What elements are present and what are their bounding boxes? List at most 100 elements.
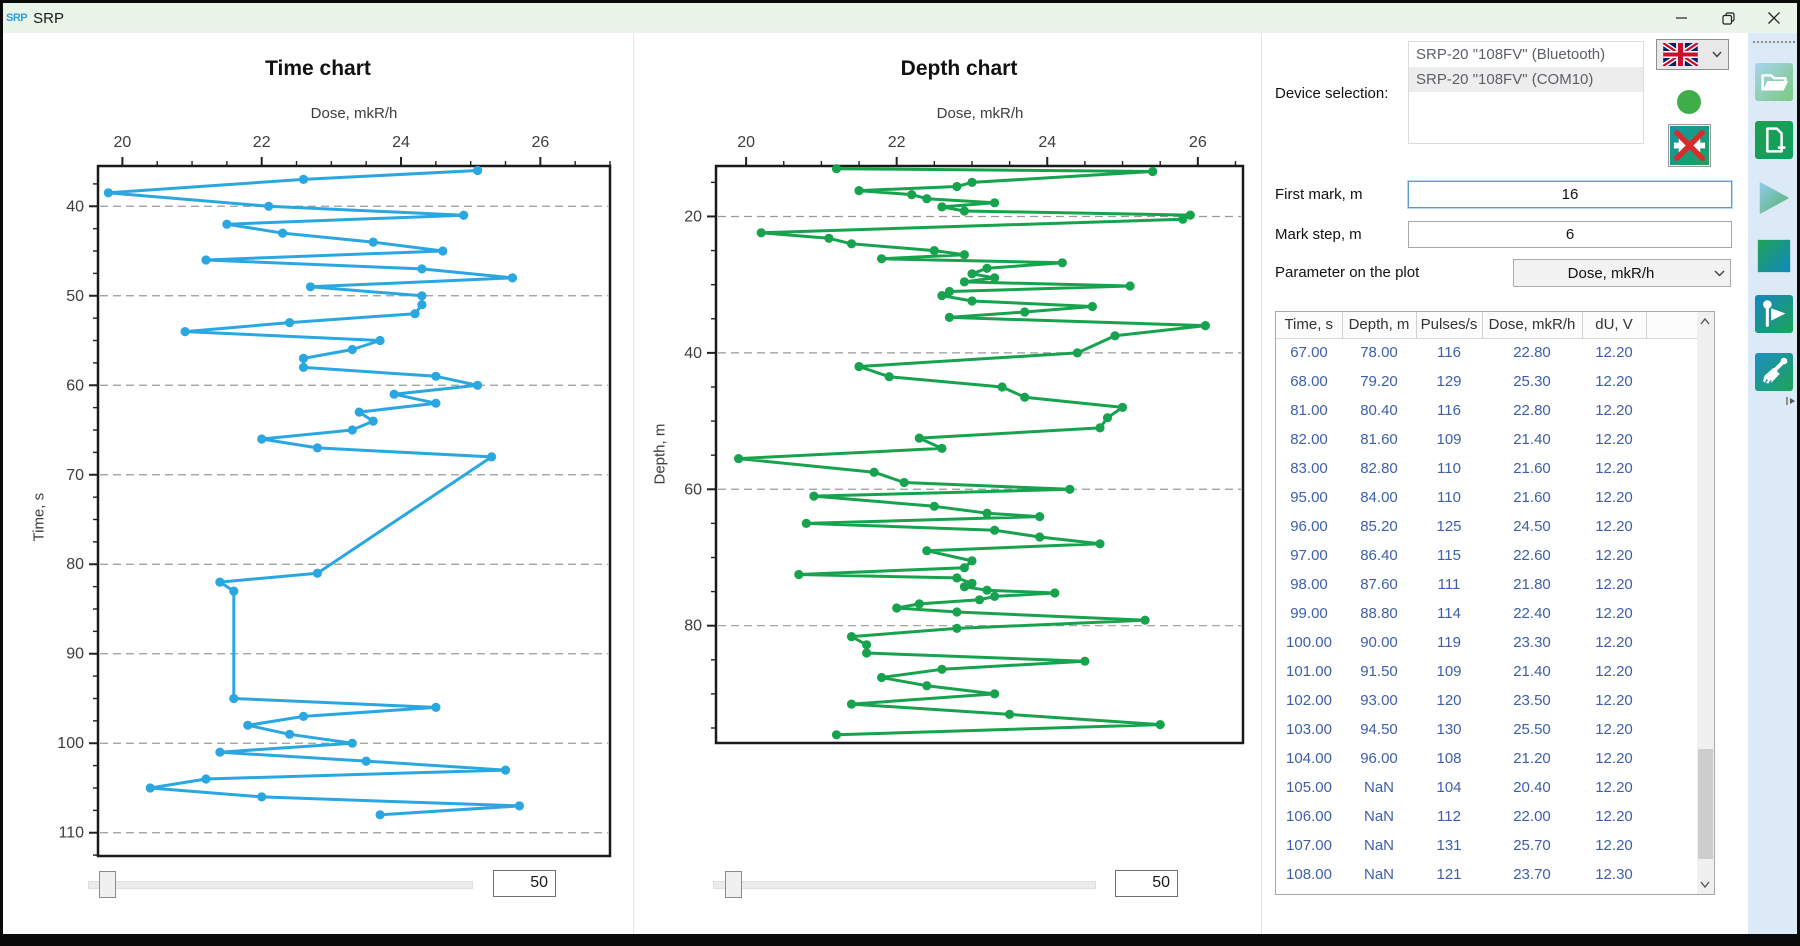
table-row[interactable]: 68.00 79.20 129 25.30 12.20 (1276, 367, 1697, 396)
table-cell (1646, 773, 1697, 802)
time-chart-slider[interactable] (88, 871, 473, 898)
stop-button[interactable] (1755, 237, 1793, 275)
table-cell: 21.40 (1513, 663, 1551, 680)
clear-button[interactable] (1755, 353, 1793, 391)
close-button[interactable] (1751, 3, 1797, 33)
table-row[interactable]: 104.00 96.00 108 21.20 12.20 (1276, 744, 1697, 773)
export-file-button[interactable] (1755, 121, 1793, 159)
device-list-item[interactable]: SRP-20 "108FV" (Bluetooth) (1416, 46, 1606, 63)
table-row[interactable]: 108.00 NaN 121 23.70 12.30 (1276, 860, 1697, 889)
table-cell: 25.30 (1513, 373, 1551, 390)
table-cell: 112 (1437, 808, 1461, 825)
table-cell: 95.00 (1290, 489, 1328, 506)
svg-text:50: 50 (66, 288, 84, 305)
depth-chart-plot: 20 22 24 26 20 40 60 80 (684, 134, 1245, 745)
table-row[interactable]: 98.00 87.60 111 21.80 12.20 (1276, 570, 1697, 599)
svg-text:40: 40 (66, 198, 84, 215)
table-cell: 79.20 (1360, 373, 1398, 390)
table-cell: 80.40 (1360, 402, 1398, 419)
table-row[interactable]: 99.00 88.80 114 22.40 12.20 (1276, 599, 1697, 628)
table-row[interactable]: 101.00 91.50 109 21.40 12.20 (1276, 657, 1697, 686)
maximize-button[interactable] (1705, 3, 1751, 33)
controls-panel: Device selection: SRP-20 "108FV" (Blueto… (1262, 33, 1748, 934)
table-cell: 120 (1436, 692, 1462, 709)
scroll-down-icon[interactable] (1700, 879, 1710, 889)
table-scrollbar[interactable] (1697, 312, 1714, 894)
table-column-header[interactable]: Time, s (1276, 312, 1343, 339)
table-cell: NaN (1363, 808, 1394, 825)
table-cell (1646, 570, 1697, 599)
table-row[interactable]: 102.00 93.00 120 23.50 12.20 (1276, 686, 1697, 715)
table-column-header[interactable]: Depth, m (1342, 312, 1417, 339)
chevron-down-icon (1712, 51, 1722, 58)
start-button[interactable] (1755, 179, 1793, 217)
table-cell: 12.20 (1595, 489, 1633, 506)
table-row[interactable]: 97.00 86.40 115 22.60 12.20 (1276, 541, 1697, 570)
table-cell: 104.00 (1286, 750, 1332, 767)
table-cell: 108.00 (1286, 866, 1332, 883)
flag-icon (1755, 295, 1793, 333)
table-column-header[interactable]: Dose, mkR/h (1482, 312, 1583, 339)
depth-chart-slider-thumb[interactable] (725, 871, 742, 898)
minimize-button[interactable] (1659, 3, 1705, 33)
table-row[interactable]: 81.00 80.40 116 22.80 12.20 (1276, 396, 1697, 425)
table-cell: 22.40 (1513, 605, 1551, 622)
svg-text:90: 90 (66, 646, 84, 663)
marks-button[interactable] (1755, 295, 1793, 333)
table-row[interactable]: 106.00 NaN 112 22.00 12.20 (1276, 802, 1697, 831)
table-row[interactable]: 107.00 NaN 131 25.70 12.20 (1276, 831, 1697, 860)
table-cell: 12.20 (1595, 663, 1633, 680)
table-cell: 22.80 (1513, 402, 1551, 419)
scroll-up-icon[interactable] (1700, 317, 1710, 327)
table-row[interactable]: 105.00 NaN 104 20.40 12.20 (1276, 773, 1697, 802)
parameter-dropdown[interactable]: Dose, mkR/h (1513, 259, 1731, 287)
table-row[interactable]: 95.00 84.00 110 21.60 12.20 (1276, 483, 1697, 512)
mark-step-input[interactable] (1408, 221, 1732, 248)
parameter-value: Dose, mkR/h (1567, 264, 1655, 282)
table-cell (1646, 512, 1697, 541)
table-cell: 81.60 (1360, 431, 1398, 448)
first-mark-input[interactable] (1407, 180, 1733, 209)
disconnect-button[interactable] (1668, 124, 1711, 167)
svg-text:100: 100 (57, 735, 84, 752)
device-list-item[interactable]: SRP-20 "108FV" (COM10) (1409, 67, 1643, 92)
table-cell: 101.00 (1286, 663, 1332, 680)
device-list[interactable]: SRP-20 "108FV" (Bluetooth) SRP-20 "108FV"… (1408, 41, 1644, 144)
table-cell: 22.60 (1513, 547, 1551, 564)
table-cell: 21.40 (1513, 431, 1551, 448)
table-cell: 23.70 (1513, 866, 1551, 883)
table-cell: 12.20 (1595, 750, 1633, 767)
device-selection-label: Device selection: (1275, 85, 1389, 102)
table-cell (1646, 425, 1697, 454)
table-row[interactable]: 96.00 85.20 125 24.50 12.20 (1276, 512, 1697, 541)
language-select-button[interactable] (1656, 39, 1729, 70)
table-row[interactable]: 67.00 78.00 116 22.80 12.20 (1276, 338, 1697, 367)
table-cell: 121 (1436, 866, 1462, 883)
table-column-header[interactable] (1646, 312, 1697, 339)
table-cell: 12.20 (1595, 547, 1633, 564)
depth-chart-panel: Depth chart Dose, mkR/h Depth, m 20 22 24 2… (634, 33, 1262, 934)
table-row[interactable]: 103.00 94.50 130 25.50 12.20 (1276, 715, 1697, 744)
toolbar-overflow-button[interactable] (1786, 393, 1796, 411)
table-scrollbar-thumb[interactable] (1698, 748, 1713, 860)
table-cell: 104 (1436, 779, 1462, 796)
table-cell: 130 (1436, 721, 1462, 738)
open-file-button[interactable] (1755, 63, 1793, 101)
table-cell (1646, 338, 1697, 367)
table-row[interactable]: 83.00 82.80 110 21.60 12.20 (1276, 454, 1697, 483)
table-row[interactable]: 82.00 81.60 109 21.40 12.20 (1276, 425, 1697, 454)
table-cell: 99.00 (1290, 605, 1328, 622)
time-chart-slider-thumb[interactable] (99, 871, 116, 898)
table-row[interactable]: 100.00 90.00 119 23.30 12.20 (1276, 628, 1697, 657)
table-cell: 106.00 (1286, 808, 1332, 825)
depth-chart-slider[interactable] (713, 871, 1096, 898)
table-column-header[interactable]: dU, V (1582, 312, 1647, 339)
table-cell: 82.80 (1360, 460, 1398, 477)
depth-chart-window-size-input[interactable]: 50 (1115, 870, 1178, 897)
table-cell (1646, 802, 1697, 831)
table-cell (1646, 628, 1697, 657)
time-chart-window-size-input[interactable]: 50 (493, 870, 556, 897)
table-column-header[interactable]: Pulses/s (1416, 312, 1483, 339)
toolbar-drag-handle[interactable] (1753, 41, 1795, 43)
